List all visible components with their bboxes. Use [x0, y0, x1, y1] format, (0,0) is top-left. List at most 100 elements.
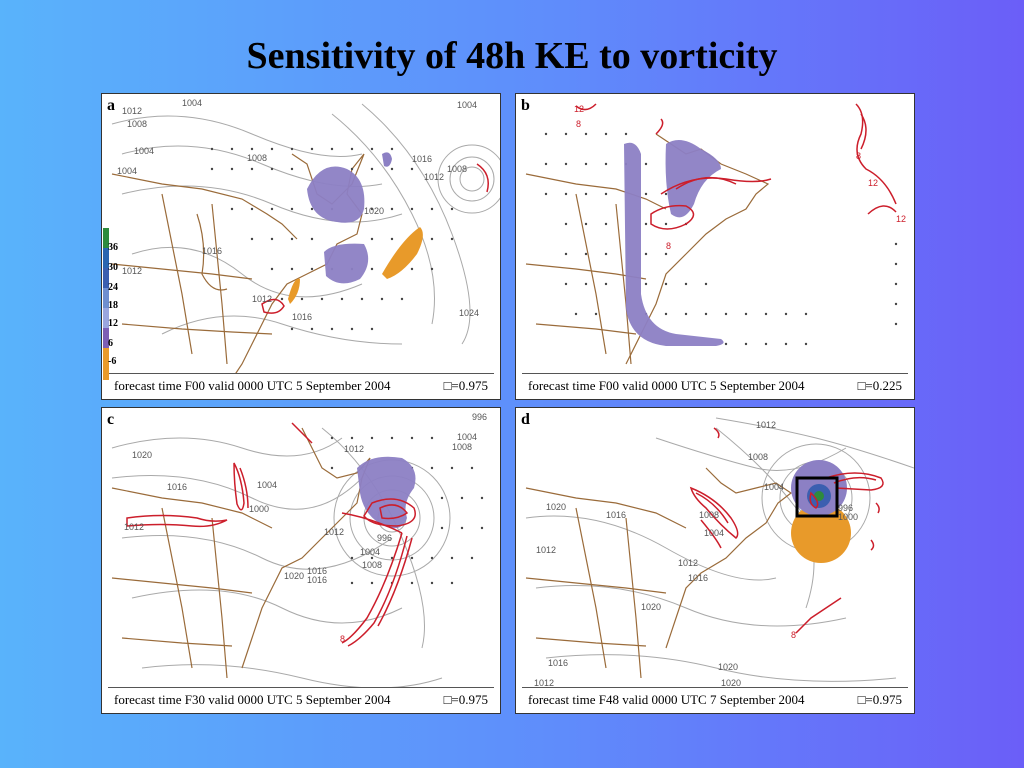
purple-region-a1 — [307, 166, 365, 223]
isobar-label: 1020 — [284, 571, 304, 581]
isobar-label: 1004 — [764, 482, 784, 492]
colorbar-label: 6 — [108, 338, 113, 349]
isobar-label: 1008 — [247, 153, 267, 163]
isobar-label: 1020 — [721, 678, 741, 688]
contour-label: 12 — [896, 214, 906, 224]
isobar-label: 1020 — [364, 206, 384, 216]
panel-d: 1012 1008 1004 1000 996 1020 1016 1012 1… — [515, 407, 915, 714]
isobar-label: 1004 — [704, 528, 724, 538]
panel-d-map: 1012 1008 1004 1000 996 1020 1016 1012 1… — [525, 417, 914, 688]
isobar-label: 8 — [791, 630, 796, 640]
colorbar — [103, 228, 109, 380]
panel-caption: forecast time F00 valid 0000 UTC 5 Septe… — [522, 373, 908, 397]
isobar-label: 1004 — [360, 547, 380, 557]
isobar-label: 1016 — [307, 566, 327, 576]
isobar-label: 1012 — [344, 444, 364, 454]
isobar-label: 1008 — [362, 560, 382, 570]
panel-caption: forecast time F30 valid 0000 UTC 5 Septe… — [108, 687, 494, 711]
colorbar-label: 18 — [108, 300, 118, 311]
caption-value: □=0.225 — [857, 378, 902, 393]
isobar-label: 1000 — [838, 512, 858, 522]
isobar-label: 1012 — [424, 172, 444, 182]
caption-value: □=0.975 — [857, 692, 902, 707]
isobar-label: 1016 — [307, 575, 327, 585]
caption-text: forecast time F00 valid 0000 UTC 5 Septe… — [528, 378, 805, 393]
caption-value: □=0.975 — [443, 692, 488, 707]
isobar-label: 1016 — [606, 510, 626, 520]
isobar-label: 1012 — [756, 420, 776, 430]
isobar-label: 1004 — [182, 98, 202, 108]
isobar-label: 1020 — [718, 662, 738, 672]
target-box — [795, 476, 839, 518]
slide-title: Sensitivity of 48h KE to vorticity — [246, 35, 778, 77]
colorbar-segment — [103, 288, 109, 308]
colorbar-label: 36 — [108, 242, 118, 253]
panel-letter: c — [107, 411, 115, 428]
isobar-label: 1012 — [122, 266, 142, 276]
colorbar-segment — [103, 268, 109, 288]
isobar-label: 1020 — [641, 602, 661, 612]
caption-text: forecast time F00 valid 0000 UTC 5 Septe… — [114, 378, 391, 393]
colorbar-segment — [103, 328, 109, 348]
caption-text: forecast time F48 valid 0000 UTC 7 Septe… — [528, 692, 805, 707]
colorbar-segment — [103, 248, 109, 268]
colorbar-segment — [103, 348, 109, 380]
isobar-label: 1020 — [546, 502, 566, 512]
orange-region-d1 — [791, 503, 851, 563]
isobar-label: 996 — [377, 533, 392, 543]
purple-region-b1 — [624, 142, 724, 346]
colorbar-segment — [103, 228, 109, 248]
isobar-label: 1024 — [459, 308, 479, 318]
purple-region-c1 — [357, 456, 416, 529]
panel-letter: d — [521, 411, 530, 428]
isobar-label: 1016 — [292, 312, 312, 322]
isobar-label: 1000 — [249, 504, 269, 514]
panel-letter: b — [521, 97, 530, 114]
isobar-label: 1016 — [412, 154, 432, 164]
isobar-label: 1016 — [202, 246, 222, 256]
purple-region-a3 — [382, 152, 392, 167]
isobar-label: 1012 — [252, 294, 272, 304]
panel-c: 1020 1016 1012 1004 1000 1012 1016 1020 … — [101, 407, 501, 714]
isobar-label: 996 — [472, 412, 487, 422]
colorbar-label: -6 — [108, 356, 117, 367]
panel-caption: forecast time F48 valid 0000 UTC 7 Septe… — [522, 687, 908, 711]
isobar-label: 1008 — [127, 119, 147, 129]
panel-letter: a — [107, 97, 115, 114]
caption-text: forecast time F30 valid 0000 UTC 5 Septe… — [114, 692, 391, 707]
colorbar-segment — [103, 308, 109, 328]
caption-value: □=0.975 — [443, 378, 488, 393]
isobar-label: 1012 — [678, 558, 698, 568]
isobar-label: 1004 — [457, 100, 477, 110]
isobar-label: 1016 — [548, 658, 568, 668]
contour-label: 12 — [868, 178, 878, 188]
orange-region-a2 — [288, 278, 300, 304]
panel-b-map: 12 8 8 12 12 8 — [525, 103, 906, 365]
isobar-label: 8 — [340, 634, 345, 644]
isobar-label: 1016 — [167, 482, 187, 492]
panel-a: 1004 1004 1012 1008 1004 1008 1004 1016 … — [101, 93, 501, 400]
colorbar-label: 30 — [108, 262, 118, 273]
orange-region-a1 — [382, 227, 423, 279]
panel-c-map: 1020 1016 1012 1004 1000 1012 1016 1020 … — [111, 412, 487, 689]
colorbar-label: 12 — [108, 318, 118, 329]
isobar-label: 1008 — [447, 164, 467, 174]
isobar-label: 1004 — [257, 480, 277, 490]
isobar-label: 996 — [838, 503, 853, 513]
panel-a-map: 1004 1004 1012 1008 1004 1008 1004 1016 … — [111, 98, 500, 380]
isobar-label: 1012 — [536, 545, 556, 555]
colorbar-label: 24 — [108, 282, 118, 293]
isobar-label: 1016 — [688, 573, 708, 583]
isobar-label: 1004 — [134, 146, 154, 156]
isobar-label: 1004 — [117, 166, 137, 176]
isobar-label: 1020 — [132, 450, 152, 460]
isobar-label: 1008 — [699, 510, 719, 520]
isobar-label: 1012 — [324, 527, 344, 537]
purple-region-a2 — [324, 243, 369, 284]
contour-label: 8 — [576, 119, 581, 129]
isobar-label: 1008 — [452, 442, 472, 452]
purple-region-b2 — [665, 140, 721, 218]
isobar-label: 1008 — [748, 452, 768, 462]
isobar-label: 1012 — [122, 106, 142, 116]
panel-b: 12 8 8 12 12 8 b forecast time F00 valid… — [515, 93, 915, 400]
